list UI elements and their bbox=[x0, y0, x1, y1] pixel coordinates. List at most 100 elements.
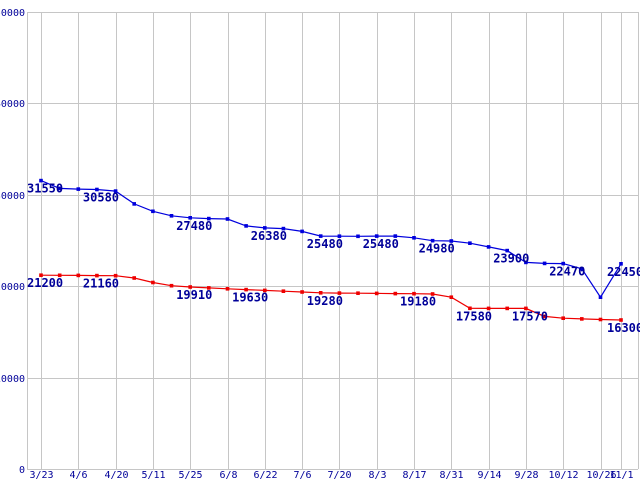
data-point-marker bbox=[132, 202, 136, 206]
data-point-marker bbox=[263, 226, 267, 230]
data-point-marker bbox=[542, 314, 547, 319]
x-tick-label: 6/8 bbox=[219, 470, 237, 480]
data-point-label: 27480 bbox=[176, 219, 212, 233]
data-point-marker bbox=[281, 289, 286, 293]
data-point-marker bbox=[225, 217, 230, 221]
data-point-marker bbox=[300, 290, 304, 294]
data-point-label: 22450 bbox=[607, 265, 640, 279]
data-point-label: 19630 bbox=[232, 291, 268, 305]
data-point-marker bbox=[39, 273, 43, 277]
x-tick-label: 4/20 bbox=[104, 470, 128, 480]
data-point-marker bbox=[151, 209, 155, 214]
y-tick-label: 50000 bbox=[0, 8, 25, 19]
data-point-marker bbox=[318, 291, 323, 295]
x-tick-label: 7/6 bbox=[293, 470, 311, 480]
data-point-marker bbox=[598, 317, 603, 322]
data-point-marker bbox=[169, 283, 174, 288]
data-point-marker bbox=[76, 273, 81, 278]
x-tick-label: 6/22 bbox=[253, 470, 277, 480]
data-point-marker bbox=[468, 241, 472, 245]
upper-blue-series-line bbox=[40, 180, 622, 299]
data-point-marker bbox=[263, 288, 267, 293]
data-point-label: 26380 bbox=[251, 229, 287, 243]
data-point-marker bbox=[337, 291, 342, 295]
data-point-marker bbox=[393, 234, 398, 238]
data-point-marker bbox=[225, 287, 230, 291]
data-point-marker bbox=[132, 276, 136, 280]
data-point-marker bbox=[57, 186, 62, 191]
data-point-label: 24980 bbox=[419, 242, 455, 256]
data-point-marker bbox=[318, 234, 323, 238]
gridlines bbox=[27, 12, 639, 470]
lower-red-series-line bbox=[40, 274, 622, 321]
data-point-marker bbox=[486, 306, 491, 311]
data-point-marker bbox=[374, 234, 379, 238]
x-tick-label: 8/17 bbox=[402, 470, 426, 480]
data-point-marker bbox=[468, 306, 472, 311]
y-tick-label: 30000 bbox=[0, 191, 25, 202]
data-point-marker bbox=[188, 285, 192, 289]
x-tick-label: 5/25 bbox=[178, 470, 202, 480]
lower-red-series: 21200 21160 19910 19630 19280 19180 17580 17570… bbox=[27, 273, 640, 335]
x-tick-label: 8/3 bbox=[368, 470, 386, 480]
data-point-marker bbox=[95, 187, 99, 192]
data-point-marker bbox=[412, 291, 416, 296]
y-axis-tick-labels: 50000 40000 30000 20000 10000 0 bbox=[0, 8, 25, 476]
x-tick-label: 4/6 bbox=[69, 470, 87, 480]
data-point-marker bbox=[449, 239, 454, 243]
data-point-label: 19180 bbox=[400, 295, 436, 309]
data-point-marker bbox=[430, 238, 435, 243]
data-point-marker bbox=[412, 236, 416, 240]
data-point-marker bbox=[486, 245, 491, 249]
data-point-label: 17580 bbox=[456, 309, 492, 323]
data-point-marker bbox=[580, 317, 584, 321]
data-point-marker bbox=[337, 234, 342, 238]
data-point-marker bbox=[356, 291, 360, 295]
data-point-marker bbox=[76, 187, 81, 191]
x-tick-label: 7/20 bbox=[327, 470, 351, 480]
data-point-marker bbox=[57, 273, 62, 278]
x-tick-label: 10/26 bbox=[586, 470, 616, 480]
data-point-marker bbox=[356, 234, 360, 239]
data-point-marker bbox=[374, 291, 379, 296]
data-point-marker bbox=[542, 261, 547, 266]
data-point-label: 30580 bbox=[83, 191, 119, 205]
data-point-label: 25480 bbox=[363, 237, 399, 251]
data-point-label: 19910 bbox=[176, 288, 212, 302]
data-point-marker bbox=[207, 216, 211, 221]
x-tick-label: 9/14 bbox=[477, 470, 501, 480]
data-point-marker bbox=[207, 286, 211, 290]
data-point-marker bbox=[619, 318, 623, 322]
y-tick-label: 40000 bbox=[0, 99, 25, 110]
x-tick-label: 5/11 bbox=[141, 470, 165, 480]
data-point-marker bbox=[393, 291, 398, 296]
y-tick-label: 0 bbox=[19, 465, 25, 476]
upper-blue-series: 31550 30580 27480 26380 25480 25480 24980 23900… bbox=[27, 178, 640, 299]
data-point-label: 23900 bbox=[493, 252, 529, 266]
data-point-marker bbox=[505, 306, 509, 311]
data-point-marker bbox=[95, 273, 99, 278]
data-point-marker bbox=[561, 316, 565, 320]
data-point-label: 17570 bbox=[512, 309, 548, 323]
data-point-label: 25480 bbox=[307, 237, 343, 251]
data-point-label: 16300 bbox=[607, 321, 640, 335]
data-point-marker bbox=[281, 226, 286, 231]
data-point-marker bbox=[39, 178, 43, 183]
x-tick-label: 11/1 bbox=[609, 470, 633, 480]
data-point-marker bbox=[244, 224, 248, 228]
data-point-label: 21160 bbox=[83, 277, 119, 291]
data-point-marker bbox=[113, 273, 118, 278]
data-point-marker bbox=[561, 261, 565, 266]
x-tick-label: 8/31 bbox=[439, 470, 463, 480]
data-point-marker bbox=[430, 292, 435, 296]
y-tick-label: 10000 bbox=[0, 374, 25, 385]
data-point-marker bbox=[188, 216, 192, 220]
data-point-marker bbox=[580, 267, 584, 271]
data-point-marker bbox=[524, 260, 528, 265]
x-tick-label: 10/12 bbox=[548, 470, 578, 480]
data-point-marker bbox=[505, 248, 509, 253]
x-tick-label: 3/23 bbox=[29, 470, 53, 480]
